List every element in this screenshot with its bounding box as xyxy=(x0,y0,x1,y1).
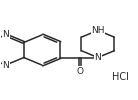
Text: N: N xyxy=(94,53,101,62)
Text: N: N xyxy=(2,30,9,39)
Text: NH: NH xyxy=(91,26,105,35)
Text: HCl: HCl xyxy=(112,72,129,82)
Text: O: O xyxy=(76,67,83,76)
Text: N: N xyxy=(2,61,9,70)
